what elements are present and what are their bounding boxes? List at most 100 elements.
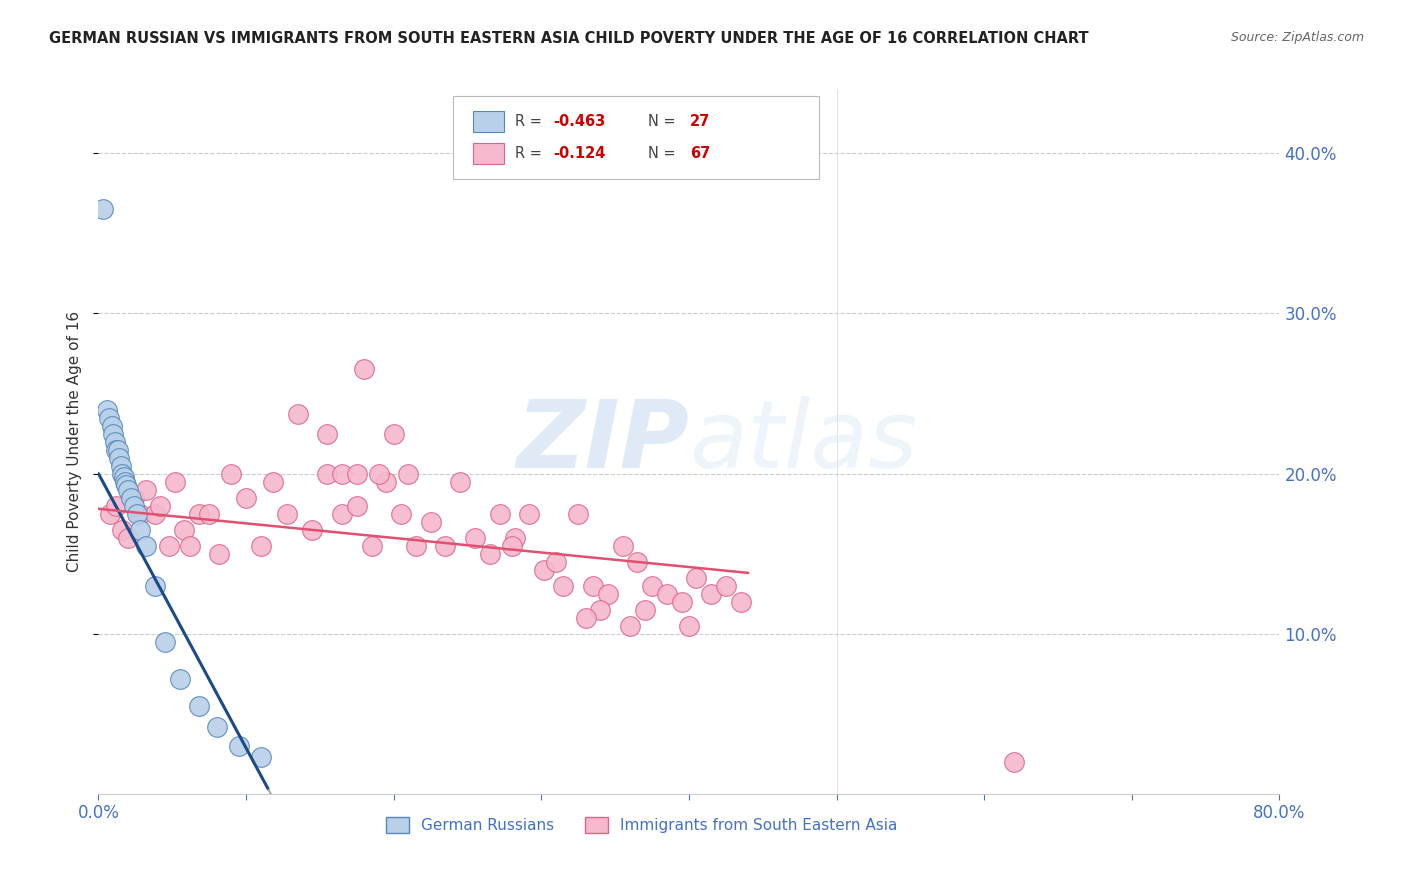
- Point: [228, 739, 250, 753]
- Text: N =: N =: [648, 146, 681, 161]
- Point: [250, 750, 273, 764]
- Point: [546, 555, 568, 569]
- Point: [111, 467, 134, 481]
- Point: [250, 539, 273, 553]
- Point: [398, 467, 420, 481]
- Point: [117, 531, 139, 545]
- Point: [105, 499, 128, 513]
- Point: [353, 362, 375, 376]
- Point: [612, 539, 634, 553]
- Point: [205, 720, 228, 734]
- Point: [107, 442, 129, 457]
- Point: [122, 499, 145, 513]
- Text: -0.124: -0.124: [553, 146, 606, 161]
- Point: [135, 483, 157, 497]
- Point: [330, 507, 353, 521]
- Text: N =: N =: [648, 114, 681, 129]
- Point: [208, 547, 231, 561]
- Point: [105, 442, 128, 457]
- Point: [108, 450, 131, 465]
- Point: [114, 475, 136, 489]
- Point: [655, 587, 678, 601]
- Point: [567, 507, 589, 521]
- Point: [100, 418, 122, 433]
- Point: [389, 507, 412, 521]
- Point: [143, 579, 166, 593]
- Point: [198, 507, 221, 521]
- Text: 27: 27: [690, 114, 710, 129]
- Point: [235, 491, 257, 505]
- Point: [489, 507, 512, 521]
- Point: [626, 555, 648, 569]
- Point: [589, 603, 612, 617]
- Text: GERMAN RUSSIAN VS IMMIGRANTS FROM SOUTH EASTERN ASIA CHILD POVERTY UNDER THE AGE: GERMAN RUSSIAN VS IMMIGRANTS FROM SOUTH …: [49, 31, 1088, 46]
- Point: [187, 507, 209, 521]
- Point: [671, 595, 693, 609]
- Legend: German Russians, Immigrants from South Eastern Asia: German Russians, Immigrants from South E…: [380, 811, 904, 839]
- Point: [135, 539, 157, 553]
- Point: [125, 507, 148, 521]
- Point: [104, 434, 127, 449]
- Point: [619, 618, 641, 632]
- Point: [153, 634, 176, 648]
- Point: [405, 539, 427, 553]
- Point: [96, 402, 118, 417]
- FancyBboxPatch shape: [472, 112, 503, 133]
- Point: [449, 475, 471, 489]
- Point: [165, 475, 187, 489]
- Point: [169, 672, 191, 686]
- Text: R =: R =: [516, 146, 547, 161]
- Y-axis label: Child Poverty Under the Age of 16: Child Poverty Under the Age of 16: [67, 311, 83, 572]
- Point: [221, 467, 243, 481]
- Point: [143, 507, 166, 521]
- Point: [582, 579, 605, 593]
- Point: [419, 515, 441, 529]
- Text: R =: R =: [516, 114, 547, 129]
- Point: [533, 563, 555, 577]
- Text: Source: ZipAtlas.com: Source: ZipAtlas.com: [1230, 31, 1364, 45]
- Point: [173, 523, 195, 537]
- Point: [287, 407, 309, 421]
- Point: [553, 579, 575, 593]
- Text: ZIP: ZIP: [516, 395, 689, 488]
- Point: [596, 587, 619, 601]
- Point: [316, 467, 339, 481]
- Point: [714, 579, 737, 593]
- Point: [730, 595, 752, 609]
- Point: [128, 523, 150, 537]
- Point: [179, 539, 201, 553]
- Point: [382, 426, 405, 441]
- Point: [187, 698, 209, 713]
- Point: [464, 531, 486, 545]
- Point: [120, 491, 142, 505]
- Text: 67: 67: [690, 146, 710, 161]
- Point: [346, 467, 368, 481]
- Point: [149, 499, 172, 513]
- Point: [478, 547, 501, 561]
- Point: [117, 483, 139, 497]
- FancyBboxPatch shape: [472, 144, 503, 164]
- Point: [115, 477, 138, 491]
- Point: [157, 539, 180, 553]
- Point: [330, 467, 353, 481]
- Point: [434, 539, 457, 553]
- Point: [112, 469, 135, 483]
- Point: [700, 587, 723, 601]
- Point: [122, 491, 145, 505]
- Point: [128, 507, 150, 521]
- Point: [316, 426, 339, 441]
- Point: [110, 458, 132, 473]
- Point: [103, 426, 125, 441]
- Point: [501, 539, 523, 553]
- Point: [91, 202, 114, 217]
- FancyBboxPatch shape: [453, 95, 818, 178]
- Point: [346, 499, 368, 513]
- Point: [301, 523, 323, 537]
- Point: [575, 610, 598, 624]
- Point: [111, 523, 134, 537]
- Point: [678, 618, 700, 632]
- Point: [641, 579, 664, 593]
- Point: [634, 603, 657, 617]
- Point: [685, 571, 707, 585]
- Text: atlas: atlas: [689, 396, 917, 487]
